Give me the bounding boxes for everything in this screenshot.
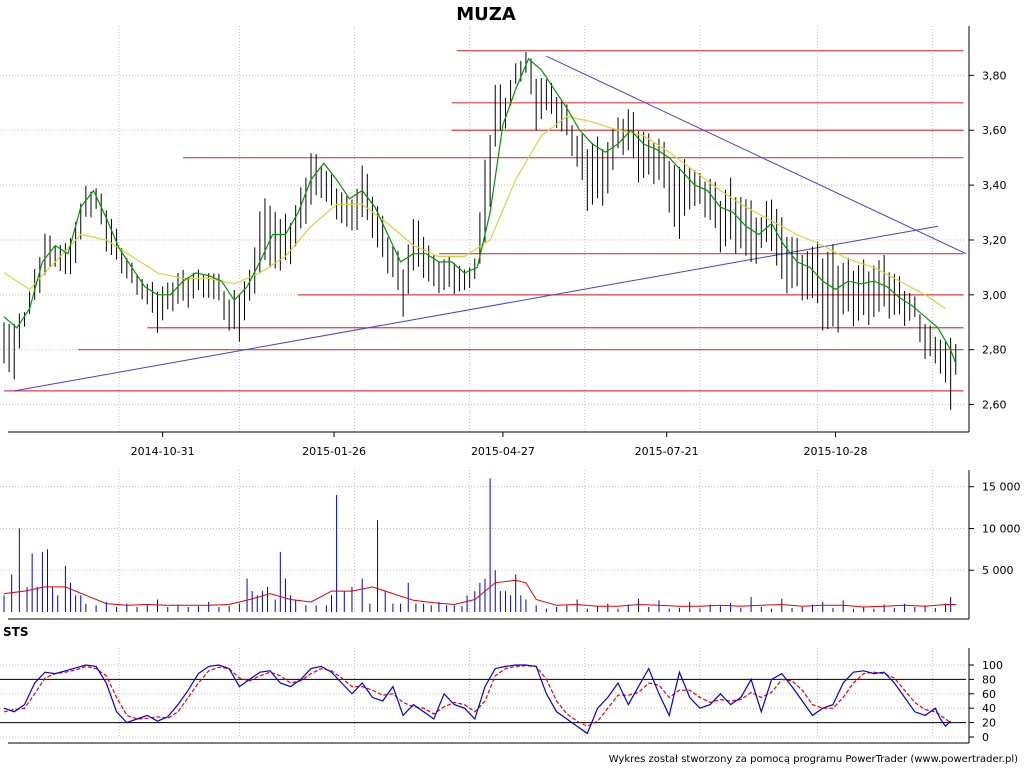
price-tick-label: 2,80 <box>982 344 1007 357</box>
sts-lines <box>3 664 952 735</box>
volume-axis: 5 000 10 000 15 000 <box>8 470 1021 620</box>
date-tick-label: 2015-01-26 <box>302 445 366 458</box>
sts-tick-label: 0 <box>982 731 989 744</box>
volume-tick-label: 15 000 <box>982 481 1021 494</box>
volume-panel: 5 000 10 000 15 000 <box>0 470 1021 620</box>
price-panel: 2,602,803,003,203,403,603,80 2014-10-31 2… <box>0 26 1007 458</box>
volume-bars <box>3 478 952 612</box>
footer-credit: Wykres został stworzony za pomocą progra… <box>609 754 1018 765</box>
date-tick-label: 2014-10-31 <box>131 445 195 458</box>
trendlines <box>14 55 967 392</box>
volume-tick-label: 10 000 <box>982 522 1021 535</box>
sts-label: STS <box>3 625 28 639</box>
ma-long-line <box>3 115 946 310</box>
sts-k-line <box>3 664 952 735</box>
price-tick-label: 3,60 <box>982 124 1007 137</box>
trendline-1 <box>546 55 967 255</box>
sts-tick-label: 40 <box>982 702 996 715</box>
volume-average <box>3 579 956 608</box>
chart-title: MUZA <box>456 4 516 25</box>
date-tick-label: 2015-04-27 <box>471 445 535 458</box>
date-tick-label: 2015-07-21 <box>635 445 699 458</box>
price-tick-label: 3,00 <box>982 289 1007 302</box>
price-tick-label: 3,20 <box>982 234 1007 247</box>
volume-average-line <box>3 579 956 608</box>
sts-tick-label: 60 <box>982 688 996 701</box>
ma-short-line <box>3 57 957 364</box>
sts-tick-label: 20 <box>982 717 996 730</box>
trendline-0 <box>14 225 938 392</box>
volume-tick-label: 5 000 <box>982 564 1014 577</box>
price-tick-label: 2,60 <box>982 399 1007 412</box>
price-tick-label: 3,40 <box>982 179 1007 192</box>
volume-grid <box>0 470 966 612</box>
sts-tick-label: 100 <box>982 659 1003 672</box>
sts-tick-label: 80 <box>982 673 996 686</box>
sts-grid <box>0 648 966 738</box>
date-tick-label: 2015-10-28 <box>804 445 868 458</box>
horizontal-levels <box>4 50 964 392</box>
date-axis: 2014-10-31 2015-01-26 2015-04-27 2015-07-21… <box>131 432 868 458</box>
price-axis: 2,60 2,80 3,00 3,20 3,40 3,60 3,80 <box>8 26 1007 433</box>
price-tick-label: 3,80 <box>982 69 1007 82</box>
price-bars <box>3 52 957 410</box>
moving-averages <box>3 57 957 364</box>
